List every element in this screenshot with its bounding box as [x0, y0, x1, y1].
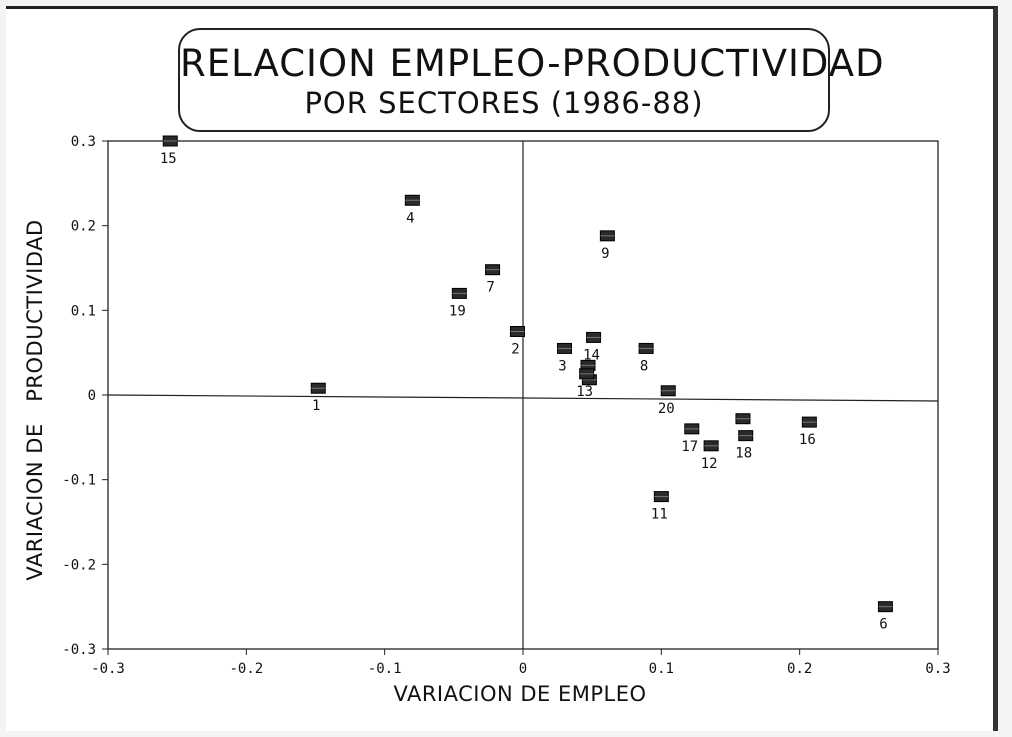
data-point-label: 9 — [601, 246, 609, 262]
data-point-label: 15 — [160, 151, 177, 167]
y-tick-label: 0.2 — [71, 219, 96, 235]
data-point-marker — [586, 331, 602, 343]
data-point-marker — [638, 342, 654, 354]
data-point-marker — [310, 382, 326, 394]
data-point-label: 1 — [312, 398, 320, 414]
data-point-label: 12 — [701, 456, 718, 472]
data-point-label: 8 — [640, 358, 648, 374]
x-axis-label: VARIACION DE EMPLEO — [393, 682, 647, 706]
y-tick-label: 0.3 — [71, 134, 96, 150]
y-axis-label: VARIACION DE PRODUCTIVIDAD — [23, 219, 47, 581]
data-point-marker — [877, 601, 893, 613]
data-point-marker — [509, 326, 525, 337]
data-point-label: 11 — [651, 507, 668, 523]
data-point-marker — [660, 385, 676, 397]
data-point-marker — [735, 413, 751, 425]
y-tick-label: 0.1 — [71, 303, 96, 319]
data-point-label: 6 — [879, 617, 887, 633]
chart-title: RELACION EMPLEO-PRODUCTIVIDAD — [180, 42, 885, 85]
data-point-label: 18 — [735, 446, 752, 462]
y-tick-label: -0.1 — [62, 473, 96, 489]
y-tick-label: 0 — [88, 388, 96, 404]
data-point-marker — [599, 230, 615, 242]
data-point-marker — [557, 342, 572, 354]
data-point-label: 3 — [558, 358, 566, 374]
data-point-label: 14 — [583, 347, 600, 363]
x-tick-label: 0.3 — [925, 661, 950, 677]
data-point-label: 17 — [681, 439, 698, 455]
data-point-marker — [162, 135, 178, 147]
data-point-marker — [703, 440, 719, 452]
x-tick-label: -0.1 — [368, 661, 402, 677]
data-point-label: 2 — [511, 342, 519, 358]
x-tick-label: -0.3 — [91, 661, 125, 677]
axis-ticks: -0.3 -0.2 -0.1 0 0.1 0.2 0.3 0.3 0.2 0.1 0 -0.1 -0.2… — [62, 134, 950, 677]
data-point-label: 19 — [449, 303, 466, 319]
data-point-label: 13 — [576, 384, 593, 400]
data-point-label: 16 — [799, 432, 816, 448]
y-tick-label: -0.2 — [62, 557, 96, 573]
data-point-marker — [404, 194, 420, 206]
chart-title-box: RELACION EMPLEO-PRODUCTIVIDAD POR SECTOR… — [178, 28, 885, 132]
x-tick-label: 0 — [519, 661, 527, 677]
data-point-marker — [738, 430, 754, 442]
data-point-marker — [579, 368, 595, 380]
data-point-marker — [684, 423, 700, 435]
y-tick-label: -0.3 — [62, 642, 96, 658]
data-point-marker — [653, 491, 669, 503]
x-tick-label: 0.1 — [649, 661, 674, 677]
data-point-label: 7 — [486, 280, 494, 296]
reference-lines — [107, 141, 939, 649]
data-point-label: 4 — [406, 210, 414, 226]
chart-subtitle: POR SECTORES (1986-88) — [304, 86, 704, 120]
data-point-marker — [451, 287, 467, 299]
x-tick-label: -0.2 — [229, 661, 263, 677]
x-tick-label: 0.2 — [787, 661, 812, 677]
data-point-marker — [485, 264, 501, 276]
data-point-marker — [801, 416, 817, 428]
zero-y-line — [107, 394, 939, 402]
data-point-label: 20 — [658, 401, 675, 417]
